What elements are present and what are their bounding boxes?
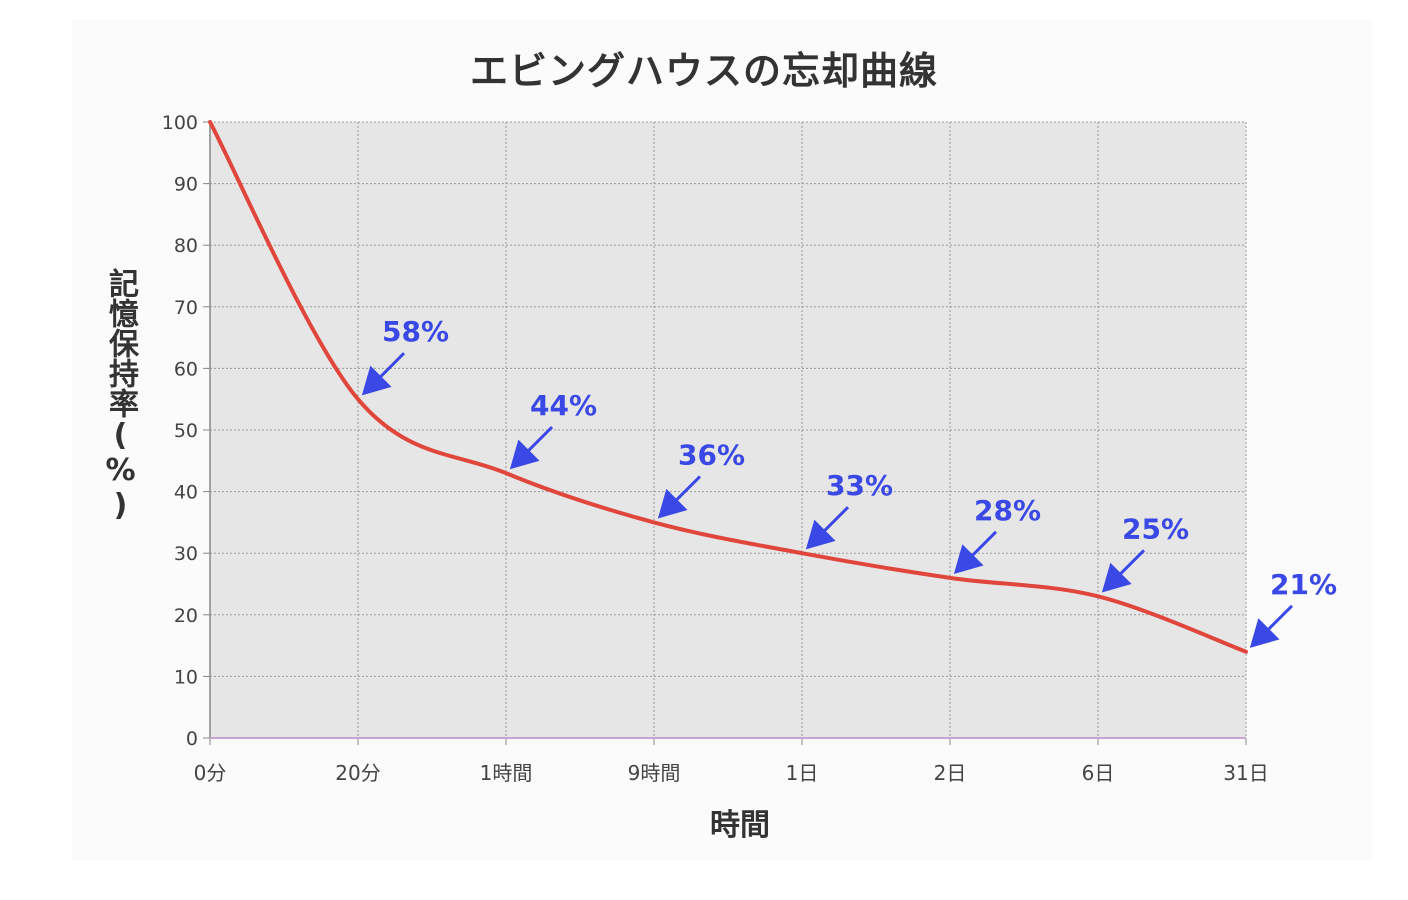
x-tick-label: 9時間	[628, 761, 681, 785]
annotation-label: 44%	[530, 389, 597, 422]
y-tick-label: 60	[174, 358, 198, 380]
annotation-label: 33%	[826, 469, 893, 502]
x-tick-label: 31日	[1223, 761, 1268, 785]
y-tick-label: 20	[174, 605, 198, 627]
chart-title: エビングハウスの忘却曲線	[469, 49, 938, 93]
annotation-label: 28%	[974, 494, 1041, 527]
y-tick-label: 90	[174, 174, 198, 196]
annotation-label: 58%	[382, 315, 449, 348]
y-tick-label: 80	[174, 235, 198, 257]
y-tick-label: 10	[174, 666, 198, 688]
annotation-label: 25%	[1122, 512, 1189, 545]
x-tick-label: 20分	[335, 761, 380, 785]
annotation-arrow	[1249, 604, 1294, 648]
y-tick-label: 40	[174, 482, 198, 504]
y-tick-label: 70	[174, 297, 198, 319]
annotation-arrow	[805, 506, 850, 550]
annotation-arrow	[657, 475, 702, 519]
y-tick-label: 100	[162, 112, 198, 134]
x-axis-label: 時間	[710, 808, 770, 843]
y-axis-label: 記憶保持率(%)	[103, 268, 138, 523]
annotation-label: 21%	[1270, 568, 1337, 601]
y-tick-label: 30	[174, 543, 198, 565]
y-tick-label: 50	[174, 420, 198, 442]
annotation-arrow	[509, 426, 554, 470]
annotation-arrow	[361, 352, 406, 396]
y-tick-label: 0	[186, 728, 198, 750]
x-tick-label: 1時間	[480, 761, 533, 785]
x-tick-label: 6日	[1082, 761, 1115, 785]
series-line	[208, 120, 1248, 654]
x-tick-label: 1日	[786, 761, 819, 785]
annotation-arrow	[953, 530, 998, 574]
annotation-arrow	[1101, 549, 1146, 593]
annotation-label: 36%	[678, 438, 745, 471]
x-tick-label: 2日	[934, 761, 967, 785]
x-tick-label: 0分	[194, 761, 227, 785]
